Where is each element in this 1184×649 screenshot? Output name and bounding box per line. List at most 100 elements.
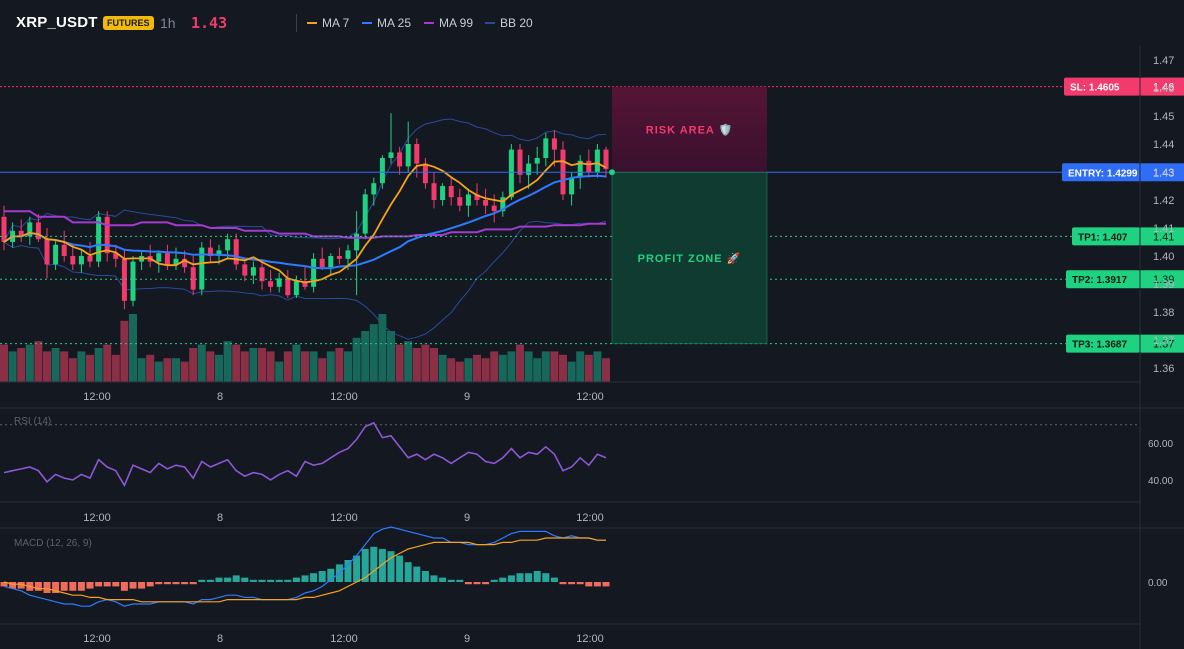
legend-ma7[interactable]: MA 7 — [307, 16, 349, 30]
volume-bar — [309, 351, 318, 382]
candle-body — [483, 200, 489, 206]
legend-bb20[interactable]: BB 20 — [485, 16, 533, 30]
candle-body — [259, 267, 265, 282]
macd-tick: 0.00 — [1148, 578, 1168, 589]
volume-bar — [0, 344, 8, 382]
macd-hist-bar — [413, 566, 421, 582]
macd-hist-bar — [447, 579, 455, 582]
volume-bar — [292, 344, 301, 382]
price-tick: 1.45 — [1153, 111, 1174, 123]
volume-bar — [378, 314, 387, 382]
macd-hist-bar — [198, 579, 206, 582]
bb-upper-line — [3, 118, 607, 243]
macd-hist-bar — [138, 582, 146, 589]
price-tick: 1.40 — [1153, 251, 1174, 263]
risk-area-label: RISK AREA 🛡️ — [646, 123, 733, 136]
entry-marker — [609, 169, 615, 176]
macd-hist-bar — [112, 582, 120, 587]
macd-hist-bar — [533, 571, 541, 582]
candle-body — [465, 194, 471, 206]
macd-hist-bar — [34, 582, 42, 591]
macd-hist-bar — [559, 582, 567, 585]
candle-body — [508, 149, 514, 198]
profit-zone-label: PROFIT ZONE 🚀 — [638, 252, 742, 265]
volume-bar — [344, 351, 352, 382]
macd-title: MACD (12, 26, 9) — [14, 538, 92, 549]
macd-hist-bar — [206, 579, 214, 582]
macd-hist-bar — [129, 582, 137, 589]
volume-bar — [34, 341, 43, 382]
volume-bar — [602, 358, 610, 382]
time-tick: 12:00 — [576, 391, 604, 403]
candle-body — [199, 247, 205, 290]
volume-bar — [412, 348, 421, 382]
candle-body — [61, 244, 67, 256]
volume-bar — [473, 354, 481, 382]
timeframe[interactable]: 1h — [160, 15, 176, 31]
volume-bar — [240, 351, 249, 382]
time-tick: 8 — [217, 391, 223, 403]
price-tick: 1.42 — [1153, 195, 1174, 207]
candle-body — [371, 183, 377, 195]
candle-body — [388, 152, 394, 158]
volume-bar — [335, 348, 344, 382]
candle-body — [405, 144, 411, 167]
candle-body — [354, 233, 360, 251]
tp2-tick: 1.39 — [1153, 274, 1174, 286]
macd-hist-bar — [593, 582, 601, 587]
rsi-line — [3, 421, 607, 488]
candle-body — [173, 258, 179, 265]
volume-bar — [559, 354, 567, 382]
macd-hist-bar — [120, 582, 128, 591]
macd-hist-bar — [542, 573, 550, 582]
macd-hist-bar — [499, 577, 507, 582]
macd-hist-bar — [310, 573, 318, 582]
candle-body — [121, 258, 127, 301]
volume-bar — [146, 354, 155, 382]
sl-tick-bg — [1140, 77, 1184, 96]
macd-hist-bar — [103, 582, 111, 587]
candle-body — [440, 186, 446, 200]
candle-body — [35, 222, 41, 240]
macd-hist-bar — [292, 577, 300, 582]
candle-body — [336, 256, 342, 259]
volume-bar — [447, 358, 456, 382]
volume-bar — [576, 351, 585, 382]
candle-body — [156, 253, 162, 262]
macd-hist-bar — [404, 562, 412, 582]
risk-zone — [612, 86, 767, 173]
volume-bar — [232, 344, 241, 382]
candle-body — [311, 258, 317, 287]
candle-body — [113, 253, 119, 259]
candle-body — [70, 256, 76, 265]
volume-bar — [120, 320, 129, 382]
candle-body — [27, 222, 33, 237]
macd-hist-bar — [0, 582, 8, 587]
volume-bar — [455, 361, 464, 382]
macd-hist-bar — [525, 573, 533, 582]
volume-bar — [567, 361, 576, 382]
tp1-label: TP1: 1.407 — [1078, 232, 1128, 243]
tp1-tick-bg — [1140, 227, 1184, 246]
macd-hist-bar — [482, 582, 490, 585]
legend-ma25[interactable]: MA 25 — [362, 16, 411, 30]
macd-hist-bar — [9, 582, 17, 589]
symbol-name[interactable]: XRP_USDT — [16, 14, 98, 31]
volume-bar — [481, 358, 490, 382]
time-tick: 9 — [464, 633, 470, 645]
candle-body — [87, 256, 93, 262]
tp2-label: TP2: 1.3917 — [1072, 275, 1127, 286]
volume-bar — [326, 351, 335, 382]
time-tick: 12:00 — [330, 391, 358, 403]
macd-hist-bar — [232, 575, 240, 582]
candle-body — [44, 239, 50, 265]
sl-tick: 1.46 — [1153, 82, 1174, 94]
candle-body — [379, 158, 385, 184]
volume-bar — [301, 351, 309, 382]
candle-body — [362, 194, 368, 234]
candle-body — [422, 163, 428, 184]
legend-ma99[interactable]: MA 99 — [424, 16, 473, 30]
time-tick: 9 — [464, 391, 470, 403]
time-tick: 12:00 — [83, 633, 111, 645]
